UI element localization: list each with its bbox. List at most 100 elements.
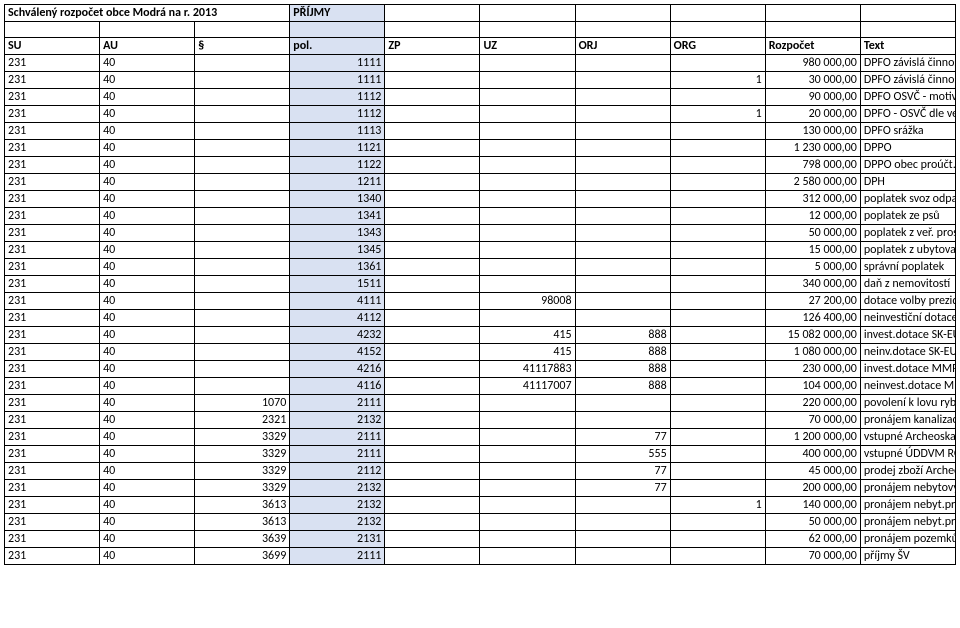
cell-par [195,293,290,310]
cell-zp [385,327,480,344]
cell-au: 40 [100,208,195,225]
table-row: 231401111980 000,00DPFO závislá činnost … [5,55,956,72]
cell-su: 231 [5,89,100,106]
cell-orj [575,259,670,276]
table-row: 231403613213250 000,00pronájem nebyt.pro… [5,514,956,531]
cell-uz [480,412,575,429]
cell-rozpocet: 140 000,00 [765,497,860,514]
cell-orj [575,191,670,208]
cell-au: 40 [100,548,195,565]
cell-uz: 415 [480,327,575,344]
cell-par [195,123,290,140]
cell-org [670,327,765,344]
cell-zp [385,395,480,412]
cell-org [670,446,765,463]
cell-uz: 41117883 [480,361,575,378]
cell-pol: 2132 [290,497,385,514]
cell-su: 231 [5,463,100,480]
cell-orj [575,531,670,548]
cell-rozpocet: 20 000,00 [765,106,860,123]
cell-au: 40 [100,344,195,361]
header-row: SU AU § pol. ZP UZ ORJ ORG Rozpočet Text [5,38,956,55]
cell-rozpocet: 90 000,00 [765,89,860,106]
cell-zp [385,310,480,327]
table-row: 23140134350 000,00poplatek z veř. prostr… [5,225,956,242]
cell-su: 231 [5,327,100,344]
cell-su: 231 [5,378,100,395]
cell-su: 231 [5,514,100,531]
cell-orj [575,395,670,412]
col-su: SU [5,38,100,55]
cell-su: 231 [5,72,100,89]
cell-orj [575,140,670,157]
cell-text: DPFO srážka [860,123,955,140]
cell-rozpocet: 400 000,00 [765,446,860,463]
cell-zp [385,531,480,548]
cell-zp [385,412,480,429]
cell-uz [480,140,575,157]
cell-text: poplatek z veř. prostranství [860,225,955,242]
cell-zp [385,55,480,72]
cell-rozpocet: 130 000,00 [765,123,860,140]
cell-zp [385,429,480,446]
cell-pol: 1511 [290,276,385,293]
cell-org [670,361,765,378]
cell-zp [385,89,480,106]
table-row: 231401122798 000,00DPPO obec proúčt. [5,157,956,174]
cell-text: pronájem kanalizace [860,412,955,429]
cell-orj [575,242,670,259]
cell-par: 2321 [195,412,290,429]
cell-text: neinvestiční dotace KÚ - státní správa [860,310,955,327]
cell-par: 1070 [195,395,290,412]
cell-rozpocet: 104 000,00 [765,378,860,395]
cell-orj: 77 [575,463,670,480]
cell-uz [480,531,575,548]
cell-text: neinvest.dotace MMR ČR "Živá voda"-2012 [860,378,955,395]
cell-uz [480,310,575,327]
cell-org [670,191,765,208]
cell-orj [575,157,670,174]
cell-su: 231 [5,157,100,174]
table-row: 231401511340 000,00daň z nemovitostí [5,276,956,293]
cell-zp [385,191,480,208]
table-row: 2314033292111555400 000,00vstupné ÚDDVM … [5,446,956,463]
cell-pol: 1112 [290,106,385,123]
cell-uz [480,395,575,412]
cell-pol: 1361 [290,259,385,276]
cell-rozpocet: 126 400,00 [765,310,860,327]
table-row: 23140332921127745 000,00prodej zboží Arc… [5,463,956,480]
cell-org [670,548,765,565]
cell-org [670,429,765,446]
cell-pol: 1111 [290,55,385,72]
cell-pol: 2111 [290,548,385,565]
cell-text: neinv.dotace SK-EU "Živá voda"-2012 [860,344,955,361]
cell-au: 40 [100,174,195,191]
cell-rozpocet: 5 000,00 [765,259,860,276]
table-row: 23140111290 000,00DPFO OSVČ - motivační … [5,89,956,106]
cell-su: 231 [5,242,100,259]
col-rozpocet: Rozpočet [765,38,860,55]
cell-par [195,310,290,327]
cell-au: 40 [100,514,195,531]
col-orj: ORJ [575,38,670,55]
cell-su: 231 [5,548,100,565]
table-row: 23140361321321140 000,00pronájem nebyt.p… [5,497,956,514]
cell-par: 3329 [195,480,290,497]
cell-par: 3329 [195,446,290,463]
cell-su: 231 [5,140,100,157]
cell-par [195,191,290,208]
cell-rozpocet: 1 230 000,00 [765,140,860,157]
cell-org [670,89,765,106]
cell-au: 40 [100,395,195,412]
cell-au: 40 [100,72,195,89]
cell-par [195,140,290,157]
cell-pol: 1122 [290,157,385,174]
cell-pol: 1345 [290,242,385,259]
cell-par [195,327,290,344]
cell-orj [575,412,670,429]
cell-uz [480,174,575,191]
cell-rozpocet: 340 000,00 [765,276,860,293]
cell-au: 40 [100,412,195,429]
cell-au: 40 [100,429,195,446]
cell-org [670,531,765,548]
